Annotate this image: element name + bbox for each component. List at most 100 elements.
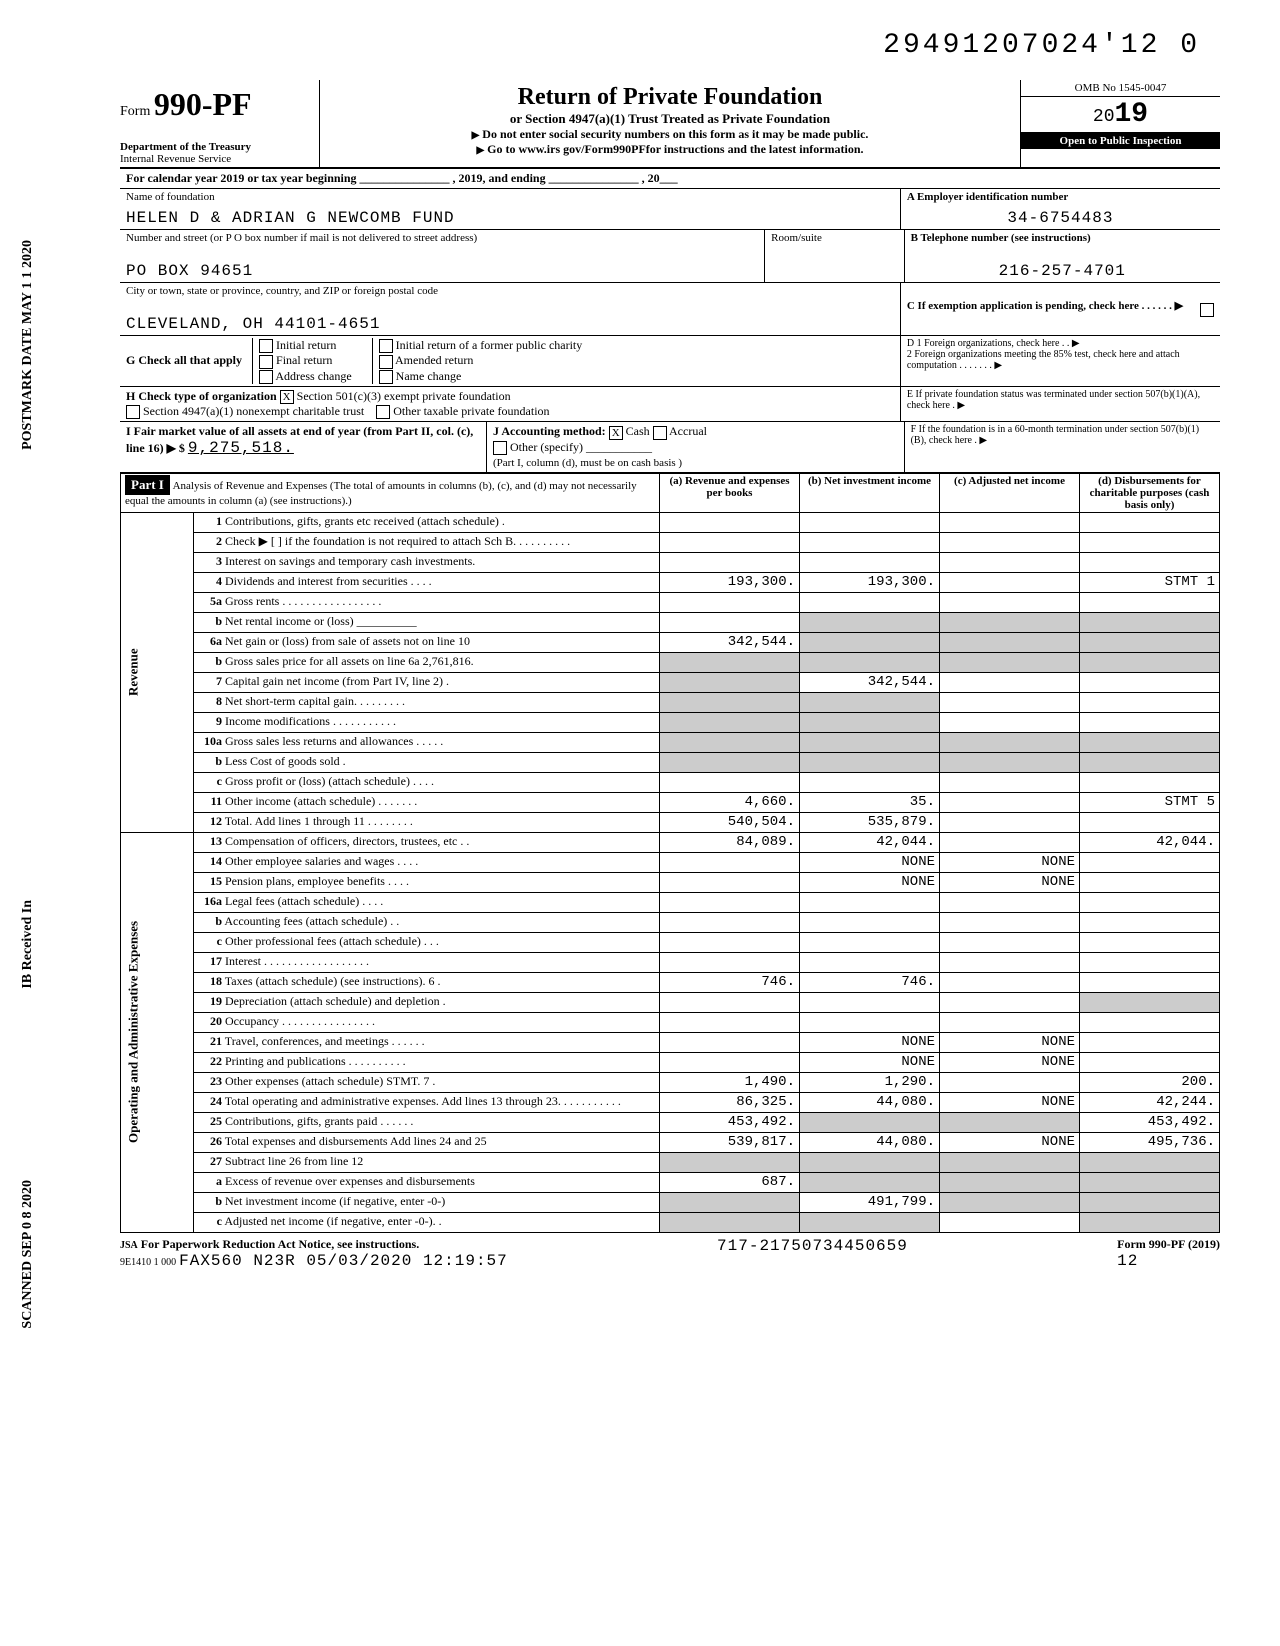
line-value-b bbox=[800, 712, 940, 732]
line-value-a bbox=[660, 532, 800, 552]
table-row: 6a Net gain or (loss) from sale of asset… bbox=[121, 632, 1220, 652]
g-final-checkbox[interactable] bbox=[259, 355, 273, 369]
g-address-label: Address change bbox=[275, 369, 351, 383]
line-value-c bbox=[940, 672, 1080, 692]
line-desc: b Net rental income or (loss) __________ bbox=[194, 612, 660, 632]
line-value-c: NONE bbox=[940, 852, 1080, 872]
line-value-c bbox=[940, 1172, 1080, 1192]
line-value-d: STMT 1 bbox=[1080, 572, 1220, 592]
j-other-checkbox[interactable] bbox=[493, 441, 507, 455]
line-value-a: 4,660. bbox=[660, 792, 800, 812]
line-value-d bbox=[1080, 932, 1220, 952]
part1-title: Analysis of Revenue and Expenses (The to… bbox=[125, 480, 637, 507]
table-row: 7 Capital gain net income (from Part IV,… bbox=[121, 672, 1220, 692]
line-value-d bbox=[1080, 752, 1220, 772]
footer-page: 12 bbox=[1117, 1252, 1138, 1270]
section-d2: 2 Foreign organizations meeting the 85% … bbox=[907, 349, 1214, 371]
line-value-a bbox=[660, 1052, 800, 1072]
line-desc: 10a Gross sales less returns and allowan… bbox=[194, 732, 660, 752]
line-value-b: 44,080. bbox=[800, 1092, 940, 1112]
line-value-d bbox=[1080, 1012, 1220, 1032]
h-other-checkbox[interactable] bbox=[376, 405, 390, 419]
line-value-a: 746. bbox=[660, 972, 800, 992]
line-value-a bbox=[660, 912, 800, 932]
part1-header: Part I bbox=[125, 475, 170, 495]
j-note: (Part I, column (d), must be on cash bas… bbox=[493, 457, 682, 469]
table-row: 23 Other expenses (attach schedule) STMT… bbox=[121, 1072, 1220, 1092]
name-label: Name of foundation bbox=[126, 191, 894, 203]
line-value-b bbox=[800, 1152, 940, 1172]
line-value-b: 746. bbox=[800, 972, 940, 992]
line-value-a: 86,325. bbox=[660, 1092, 800, 1112]
line-desc: 13 Compensation of officers, directors, … bbox=[194, 832, 660, 852]
g-amended-label: Amended return bbox=[395, 353, 473, 367]
g-initial-checkbox[interactable] bbox=[259, 339, 273, 353]
table-row: b Net rental income or (loss) __________ bbox=[121, 612, 1220, 632]
line-desc: 12 Total. Add lines 1 through 11 . . . .… bbox=[194, 812, 660, 832]
line-value-b: 42,044. bbox=[800, 832, 940, 852]
phone-label: B Telephone number (see instructions) bbox=[911, 232, 1214, 244]
line-value-b: 491,799. bbox=[800, 1192, 940, 1212]
g-amended-checkbox[interactable] bbox=[379, 355, 393, 369]
h-4947-checkbox[interactable] bbox=[126, 405, 140, 419]
line-desc: c Gross profit or (loss) (attach schedul… bbox=[194, 772, 660, 792]
line-value-c bbox=[940, 792, 1080, 812]
footer-row: JSA For Paperwork Reduction Act Notice, … bbox=[120, 1233, 1220, 1270]
col-c-header: (c) Adjusted net income bbox=[940, 473, 1080, 512]
col-a-header: (a) Revenue and expenses per books bbox=[660, 473, 800, 512]
footer-code: 9E1410 1 000 bbox=[120, 1257, 176, 1268]
section-f: F If the foundation is in a 60-month ter… bbox=[911, 424, 1214, 446]
line-value-a bbox=[660, 552, 800, 572]
line-value-c bbox=[940, 1012, 1080, 1032]
table-row: 20 Occupancy . . . . . . . . . . . . . .… bbox=[121, 1012, 1220, 1032]
line-desc: 17 Interest . . . . . . . . . . . . . . … bbox=[194, 952, 660, 972]
line-value-a bbox=[660, 592, 800, 612]
table-row: Operating and Administrative Expenses13 … bbox=[121, 832, 1220, 852]
line-value-a bbox=[660, 732, 800, 752]
line-value-d bbox=[1080, 712, 1220, 732]
line-value-a: 687. bbox=[660, 1172, 800, 1192]
line-value-b bbox=[800, 992, 940, 1012]
line-value-b bbox=[800, 512, 940, 532]
h-501c3-checkbox[interactable]: X bbox=[280, 390, 294, 404]
table-row: 15 Pension plans, employee benefits . . … bbox=[121, 872, 1220, 892]
line-value-b: 193,300. bbox=[800, 572, 940, 592]
g-former-label: Initial return of a former public charit… bbox=[396, 338, 583, 352]
j-accrual-checkbox[interactable] bbox=[653, 426, 667, 440]
line-value-c: NONE bbox=[940, 1052, 1080, 1072]
section-j-label: J Accounting method: bbox=[493, 424, 606, 438]
line-value-d bbox=[1080, 512, 1220, 532]
table-row: 27 Subtract line 26 from line 12 bbox=[121, 1152, 1220, 1172]
line-value-a bbox=[660, 932, 800, 952]
line-value-d bbox=[1080, 812, 1220, 832]
g-address-checkbox[interactable] bbox=[259, 370, 273, 384]
table-row: 14 Other employee salaries and wages . .… bbox=[121, 852, 1220, 872]
line-desc: 3 Interest on savings and temporary cash… bbox=[194, 552, 660, 572]
line-value-c bbox=[940, 612, 1080, 632]
g-former-checkbox[interactable] bbox=[379, 339, 393, 353]
line-value-c: NONE bbox=[940, 1092, 1080, 1112]
j-cash-checkbox[interactable]: X bbox=[609, 426, 623, 440]
section-e: E If private foundation status was termi… bbox=[907, 389, 1214, 411]
line-value-d bbox=[1080, 772, 1220, 792]
line-value-b bbox=[800, 1212, 940, 1232]
g-namechange-checkbox[interactable] bbox=[379, 370, 393, 384]
line-value-c bbox=[940, 812, 1080, 832]
line-desc: b Net investment income (if negative, en… bbox=[194, 1192, 660, 1212]
section-c-checkbox[interactable] bbox=[1200, 303, 1214, 317]
jsa-mark: JSA bbox=[120, 1240, 138, 1251]
line-desc: 7 Capital gain net income (from Part IV,… bbox=[194, 672, 660, 692]
table-row: 26 Total expenses and disbursements Add … bbox=[121, 1132, 1220, 1152]
line-value-d bbox=[1080, 652, 1220, 672]
form-title: Return of Private Foundation bbox=[330, 84, 1010, 111]
g-namechange-label: Name change bbox=[396, 369, 462, 383]
paperwork-notice: For Paperwork Reduction Act Notice, see … bbox=[141, 1237, 419, 1251]
line-desc: 2 Check ▶ [ ] if the foundation is not r… bbox=[194, 532, 660, 552]
line-value-d bbox=[1080, 912, 1220, 932]
line-desc: 26 Total expenses and disbursements Add … bbox=[194, 1132, 660, 1152]
line-desc: 27 Subtract line 26 from line 12 bbox=[194, 1152, 660, 1172]
table-row: c Adjusted net income (if negative, ente… bbox=[121, 1212, 1220, 1232]
line-value-b bbox=[800, 732, 940, 752]
line-desc: 21 Travel, conferences, and meetings . .… bbox=[194, 1032, 660, 1052]
line-value-b bbox=[800, 692, 940, 712]
